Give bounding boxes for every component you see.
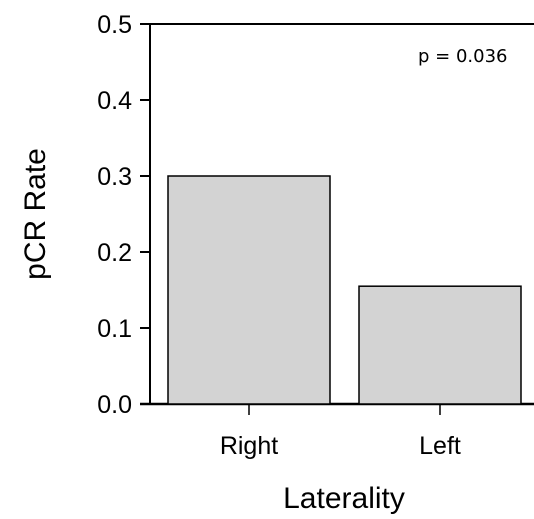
x-tick-label-left: Left	[419, 432, 461, 460]
y-tick-label: 0.5	[97, 11, 132, 39]
y-axis-ticks: 0.0 0.1 0.2 0.3 0.4 0.5	[97, 11, 150, 419]
y-tick-label: 0.2	[97, 239, 132, 267]
x-axis-ticks: Right Left	[220, 404, 461, 460]
bars	[167, 175, 522, 405]
bar-right	[167, 175, 331, 405]
y-tick-label: 0.1	[97, 315, 132, 343]
y-tick-label: 0.4	[97, 87, 132, 115]
x-tick-label-right: Right	[220, 432, 278, 460]
p-value-annotation: p = 0.036	[418, 46, 507, 67]
y-tick-label: 0.0	[97, 391, 132, 419]
y-axis-title: pCR Rate	[19, 148, 52, 280]
y-tick-label: 0.3	[97, 163, 132, 191]
bar-left	[358, 285, 522, 405]
x-axis-title: Laterality	[283, 482, 405, 515]
